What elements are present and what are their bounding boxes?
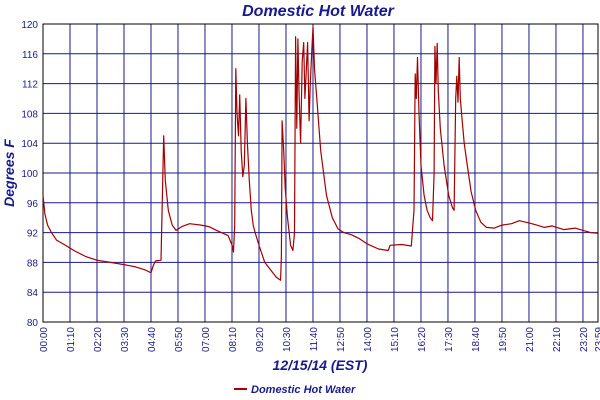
x-axis-label: 12/15/14 (EST) <box>273 357 368 373</box>
x-tick-label: 03:30 <box>120 327 131 352</box>
chart-gridlines <box>42 23 599 323</box>
y-tick-label: 112 <box>22 80 38 91</box>
y-tick-label: 100 <box>21 169 38 180</box>
y-tick-label: 96 <box>27 199 39 210</box>
plot-frame <box>42 23 599 323</box>
y-tick-label: 84 <box>27 288 39 299</box>
y-tick-label: 116 <box>22 50 38 61</box>
x-tick-label: 12:50 <box>336 327 347 352</box>
x-tick-label: 16:20 <box>417 327 428 352</box>
x-tick-label: 10:30 <box>282 327 293 352</box>
x-tick-label: 11:40 <box>309 327 320 352</box>
y-tick-label: 120 <box>21 20 38 31</box>
x-tick-label: 17:30 <box>444 327 455 352</box>
y-tick-label: 88 <box>27 258 39 269</box>
x-tick-label: 09:20 <box>255 327 266 352</box>
x-axis-ticks: 00:00 01:10 02:20 03:30 04:40 05:50 07:00 08:10… <box>39 327 600 352</box>
y-tick-label: 92 <box>27 229 39 240</box>
y-axis-ticks: 80 84 88 92 96 100 104 108 112 116 120 <box>21 20 38 329</box>
series-layer <box>42 26 599 281</box>
legend: Domestic Hot Water <box>234 384 356 396</box>
x-tick-label: 21:00 <box>525 327 536 352</box>
x-tick-label: 04:40 <box>147 327 158 352</box>
x-tick-label: 07:00 <box>201 327 212 352</box>
y-axis-label: Degrees F <box>1 139 17 207</box>
chart-title: Domestic Hot Water <box>242 3 395 20</box>
x-tick-label: 23:59 <box>594 327 600 352</box>
x-tick-label: 23:20 <box>579 327 590 352</box>
x-tick-label: 00:00 <box>39 327 50 352</box>
series-line-domestic-hot-water <box>42 26 599 281</box>
x-tick-label: 15:10 <box>390 327 401 352</box>
legend-label: Domestic Hot Water <box>251 384 356 396</box>
x-tick-label: 02:20 <box>93 327 104 352</box>
x-tick-label: 22:10 <box>552 327 563 352</box>
x-tick-label: 18:40 <box>471 327 482 352</box>
x-tick-label: 01:10 <box>66 327 77 352</box>
y-tick-label: 80 <box>27 318 39 329</box>
x-tick-label: 05:50 <box>174 327 185 352</box>
x-tick-label: 19:50 <box>498 327 509 352</box>
x-tick-label: 14:00 <box>363 327 374 352</box>
y-tick-label: 108 <box>21 109 38 120</box>
x-tick-label: 08:10 <box>228 327 239 352</box>
y-tick-label: 104 <box>21 139 38 150</box>
